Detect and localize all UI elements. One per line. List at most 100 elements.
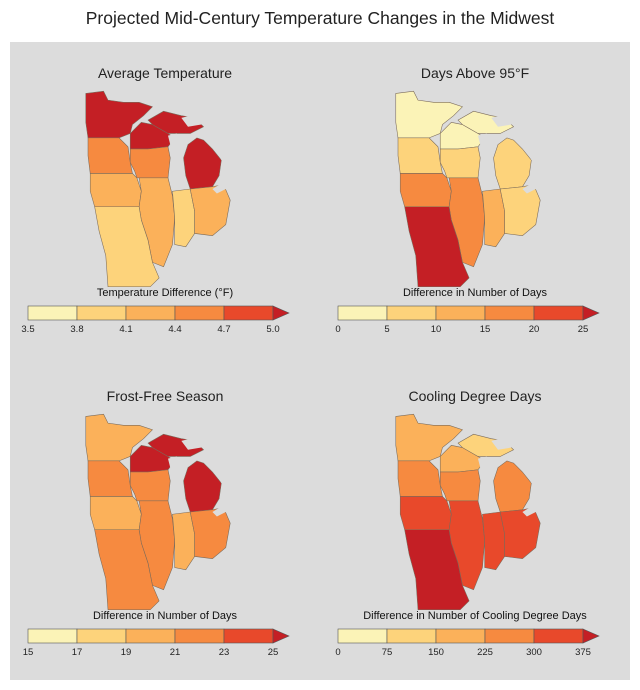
legend-swatch-4 (484, 628, 535, 644)
legend-swatch-4 (484, 305, 535, 321)
legend-swatch-1 (27, 305, 78, 321)
midwest-map (85, 413, 242, 611)
midwest-map (395, 90, 552, 288)
legend-swatch-2 (386, 628, 437, 644)
legend-tick-label: 3.8 (70, 324, 84, 335)
legend-swatch-1 (337, 305, 388, 321)
state-region-oh (499, 507, 541, 559)
legend-tick-label: 225 (477, 647, 493, 658)
legend-swatch-3 (435, 628, 486, 644)
legend-tick-label: 150 (428, 647, 444, 658)
state-region-in (482, 511, 505, 571)
state-region-in (172, 511, 195, 571)
legend-color-bar (27, 628, 290, 644)
figure-title: Projected Mid-Century Temperature Change… (85, 8, 555, 28)
state-region-ia (89, 496, 142, 531)
state-region-mn-south (397, 137, 443, 174)
legend-tick-label: 5.0 (266, 324, 280, 335)
legend-tick-label: 0 (335, 324, 341, 335)
state-region-mn-south (87, 460, 133, 497)
great-lake-4 (522, 500, 552, 517)
legend-swatch-5 (223, 305, 274, 321)
state-region-wi-south (439, 146, 481, 179)
state-region-ia (89, 173, 142, 208)
legend-swatch-3 (435, 305, 486, 321)
legend-tick-label: 5 (384, 324, 390, 335)
legend-color-bar (337, 305, 600, 321)
legend-overflow-arrow (582, 628, 600, 644)
legend-tick-label: 25 (267, 647, 279, 658)
state-region-il (448, 177, 485, 268)
state-region-il (138, 500, 175, 591)
legend-title: Difference in Number of Days (402, 287, 548, 299)
great-lake-3 (212, 133, 226, 161)
legend-title: Temperature Difference (°F) (96, 287, 234, 299)
state-region-mo (94, 206, 160, 288)
legend-overflow-arrow (582, 305, 600, 321)
legend-swatch-5 (223, 628, 274, 644)
great-lake-2 (181, 113, 213, 127)
legend-tick-label: 10 (430, 324, 442, 335)
legend-overflow-arrow (272, 628, 290, 644)
legend-swatch-5 (533, 305, 584, 321)
midwest-map (395, 413, 552, 611)
legend-tick-label: 17 (71, 647, 83, 658)
state-region-oh (189, 507, 231, 559)
state-region-mi-lower (493, 137, 532, 190)
state-region-il (448, 500, 485, 591)
map-title: Average Temperature (97, 65, 233, 81)
legend-tick-label: 4.1 (119, 324, 133, 335)
legend-tick-label: 20 (528, 324, 540, 335)
legend-swatch-1 (337, 628, 388, 644)
legend-swatch-1 (27, 628, 78, 644)
legend-tick-label: 25 (577, 324, 589, 335)
great-lake-4 (522, 177, 552, 194)
state-region-mn-south (397, 460, 443, 497)
state-region-wi-south (129, 146, 171, 179)
legend-swatch-2 (76, 305, 127, 321)
legend-color-bar (27, 305, 290, 321)
great-lake-3 (522, 133, 536, 161)
legend-swatch-5 (533, 628, 584, 644)
state-region-mi-lower (183, 137, 222, 190)
great-lake-1 (478, 456, 492, 504)
legend-overflow-arrow (272, 305, 290, 321)
legend-title: Difference in Number of Cooling Degree D… (363, 610, 587, 622)
legend-tick-label: 3.5 (21, 324, 35, 335)
legend-swatch-3 (125, 628, 176, 644)
state-region-mi-upper (457, 110, 515, 134)
legend-tick-label: 15 (479, 324, 491, 335)
state-region-mo (404, 206, 470, 288)
state-region-ia (399, 496, 452, 531)
state-region-mi-lower (493, 460, 532, 513)
state-region-il (138, 177, 175, 268)
great-lake-4 (212, 177, 242, 194)
legend-swatch-2 (76, 628, 127, 644)
state-region-mi-upper (147, 110, 205, 134)
state-region-mo (94, 529, 160, 611)
legend-tick-label: 4.4 (168, 324, 182, 335)
great-lake-2 (491, 436, 523, 450)
legend-tick-label: 300 (526, 647, 542, 658)
state-region-mi-lower (183, 460, 222, 513)
legend-swatch-3 (125, 305, 176, 321)
great-lake-1 (478, 133, 492, 181)
legend-tick-label: 4.7 (217, 324, 231, 335)
legend-swatch-2 (386, 305, 437, 321)
legend-tick-label: 19 (120, 647, 132, 658)
state-region-mi-upper (457, 433, 515, 457)
state-region-mo (404, 529, 470, 611)
legend-title: Difference in Number of Days (92, 610, 238, 622)
state-region-mn-south (87, 137, 133, 174)
great-lake-1 (168, 456, 182, 504)
state-region-mi-upper (147, 433, 205, 457)
state-region-oh (189, 184, 231, 236)
state-region-in (172, 188, 195, 248)
legend-tick-label: 23 (218, 647, 230, 658)
state-region-ia (399, 173, 452, 208)
legend-color-bar (337, 628, 600, 644)
legend-tick-label: 375 (575, 647, 591, 658)
great-lake-4 (212, 500, 242, 517)
state-region-in (482, 188, 505, 248)
midwest-map (85, 90, 242, 288)
